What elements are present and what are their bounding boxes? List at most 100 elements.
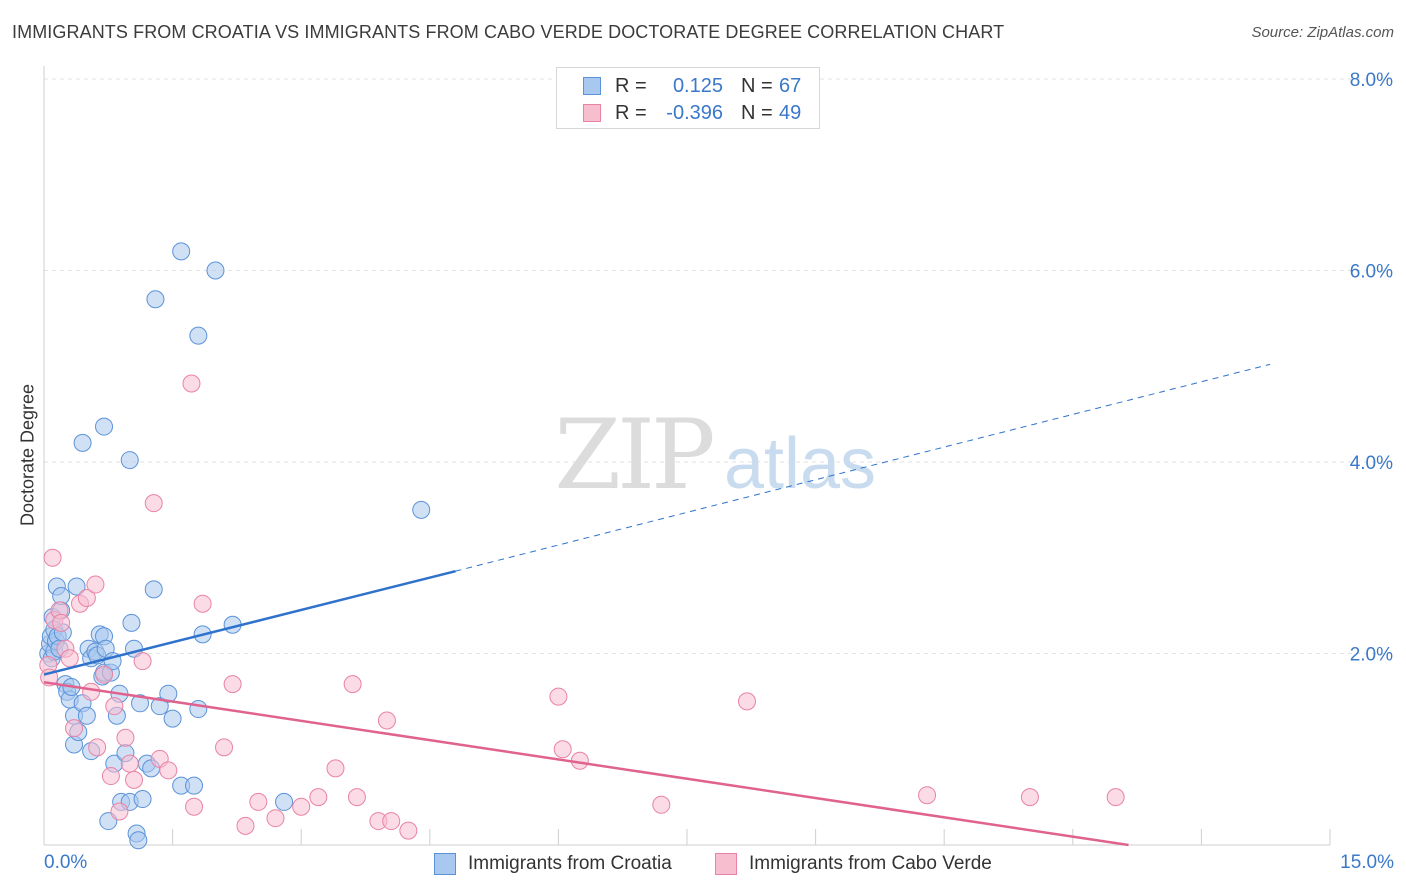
point-caboverde [399,821,418,840]
legend-swatch-caboverde [583,104,601,122]
point-caboverde [43,548,62,567]
grid-lines [44,78,1392,654]
point-caboverde [65,719,84,738]
point-caboverde [101,767,120,786]
n-value-croatia: 67 [779,74,802,97]
point-caboverde [193,594,212,613]
point-caboverde [159,761,178,780]
point-caboverde [377,711,396,730]
x-tick-label-min: 0.0% [44,852,88,873]
point-caboverde [182,374,201,393]
y-tick-label: 6.0% [1350,262,1393,283]
point-caboverde [144,494,163,513]
point-caboverde [110,802,129,821]
point-croatia [95,417,114,436]
r-label: R = [615,101,647,124]
source-label: Source: ZipAtlas.com [1251,24,1394,41]
point-caboverde [738,692,757,711]
point-croatia [275,792,294,811]
n-label: N = [741,74,773,97]
chart-title: IMMIGRANTS FROM CROATIA VS IMMIGRANTS FR… [12,22,1005,42]
point-croatia [131,694,150,713]
series-legend-caboverde: Immigrants from Cabo Verde [715,851,992,877]
point-croatia [129,831,148,850]
point-caboverde [86,575,105,594]
point-croatia [122,613,141,632]
y-tick-label: 8.0% [1350,70,1393,91]
point-croatia [163,709,182,728]
point-caboverde [120,754,139,773]
axes [43,66,1331,846]
trend-line-caboverde [43,680,1129,847]
y-axis-label: Doctorate Degree [17,383,38,527]
point-caboverde [549,687,568,706]
point-croatia [412,500,431,519]
trend-lines [43,363,1271,847]
point-caboverde [77,588,96,607]
n-value-caboverde: 49 [779,101,802,124]
point-caboverde [215,738,234,757]
series-name-caboverde: Immigrants from Cabo Verde [749,853,992,874]
point-caboverde [326,759,345,778]
trend-line-croatia [43,569,456,676]
point-caboverde [266,809,285,828]
point-caboverde [236,816,255,835]
point-caboverde [918,786,937,805]
series-swatch-croatia [434,853,456,875]
watermark-zip: ZIP [554,399,713,511]
point-croatia [77,706,96,725]
point-caboverde [652,795,671,814]
point-croatia [73,433,92,452]
legend-row-croatia: R = 0.125 N = 67 [583,74,801,98]
point-caboverde [125,770,144,789]
watermark-atlas: atlas [724,424,876,504]
point-croatia [150,697,169,716]
point-croatia [146,290,165,309]
point-croatia [67,577,86,596]
point-croatia [144,580,163,599]
series-caboverde-points [39,374,1125,840]
point-caboverde [309,788,328,807]
point-caboverde [116,728,135,747]
y-tick-labels: 2.0% 4.0% 6.0% 8.0% [1350,70,1393,666]
correlation-legend: R = 0.125 N = 67 R = -0.396 N = 49 [556,67,820,129]
point-croatia [133,790,152,809]
point-caboverde [343,675,362,694]
y-tick-label: 4.0% [1350,453,1393,474]
point-croatia [189,326,208,345]
point-caboverde [88,738,107,757]
point-caboverde [249,792,268,811]
point-croatia [120,451,139,470]
point-caboverde [82,682,101,701]
r-label: R = [615,74,647,97]
point-caboverde [105,697,124,716]
point-caboverde [347,788,366,807]
point-croatia [172,242,191,261]
point-caboverde [1106,788,1125,807]
point-caboverde [1020,788,1039,807]
y-tick-label: 2.0% [1350,645,1393,666]
x-tick-label-max: 15.0% [1340,852,1394,873]
n-label: N = [741,101,773,124]
point-croatia [185,776,204,795]
series-legend-croatia: Immigrants from Croatia [434,851,672,877]
point-caboverde [52,613,71,632]
point-caboverde [95,665,114,684]
point-caboverde [185,797,204,816]
trend-line-croatia-projection [455,363,1271,572]
point-caboverde [223,675,242,694]
r-value-caboverde: -0.396 [666,101,723,124]
legend-swatch-croatia [583,77,601,95]
point-caboverde [553,740,572,759]
series-croatia-points [39,242,431,850]
point-croatia [206,261,225,280]
point-caboverde [60,649,79,668]
point-croatia [189,700,208,719]
legend-row-caboverde: R = -0.396 N = 49 [583,101,801,125]
series-swatch-caboverde [715,853,737,875]
point-caboverde [292,797,311,816]
point-caboverde [133,652,152,671]
point-caboverde [382,812,401,831]
series-name-croatia: Immigrants from Croatia [468,853,672,874]
